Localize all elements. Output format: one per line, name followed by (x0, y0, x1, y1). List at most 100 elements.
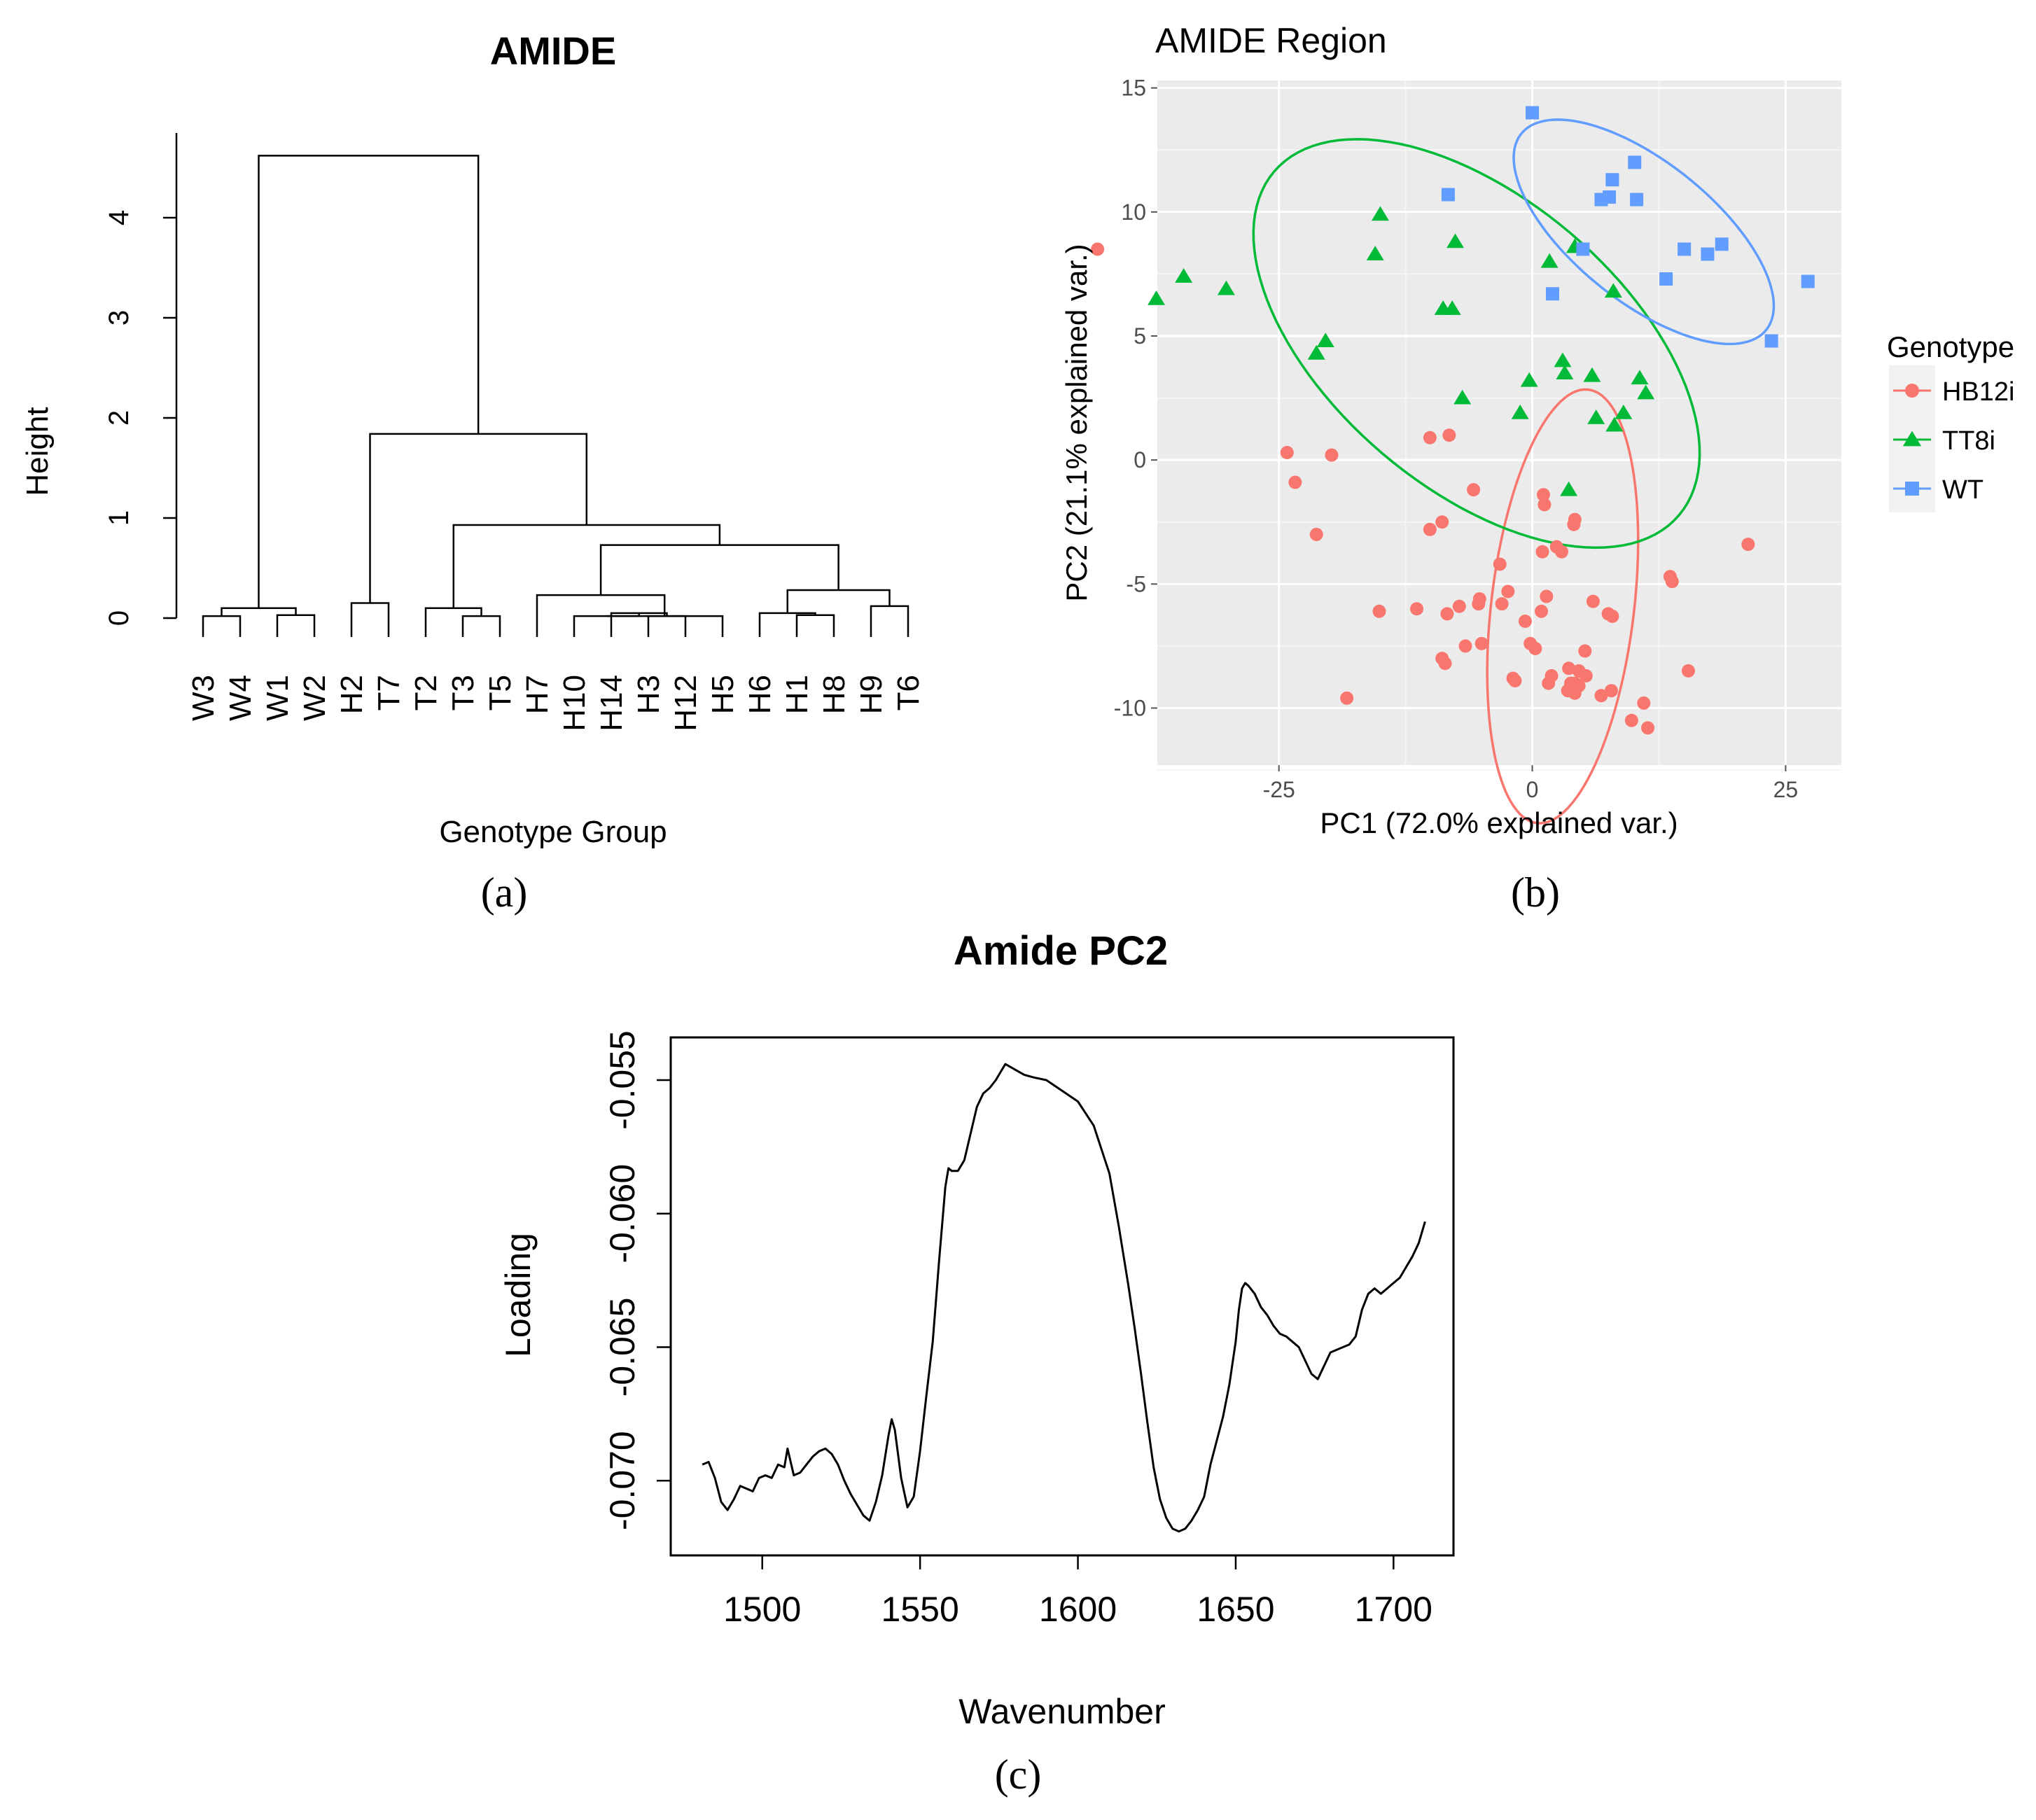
dendrogram-link (258, 155, 480, 608)
scatter-point-hb12i (1309, 527, 1323, 541)
legend-label-hb12i: HB12i (1942, 377, 2015, 407)
scatter-point-tt8i (1637, 384, 1655, 400)
scatter-point-tt8i (1443, 300, 1461, 315)
scatter-x-tick-label: -25 (1263, 777, 1295, 802)
scatter-point-tt8i (1631, 370, 1649, 385)
scatter-point-wt (1630, 192, 1644, 206)
dendrogram-link (606, 615, 724, 637)
scatter-points (1091, 106, 1815, 735)
scatter-point-hb12i (1435, 515, 1449, 529)
scatter-point-hb12i (1493, 557, 1507, 571)
confidence-ellipse-tt8i (1252, 138, 1701, 550)
scatter-point-hb12i (1506, 671, 1520, 685)
scatter-point-hb12i (1410, 602, 1424, 616)
scatter-point-hb12i (1641, 721, 1655, 735)
scatter-point-wt (1545, 287, 1559, 301)
pca-scatter-panel: AMIDE Region -25 0 25 -10 -5 0 5 10 15 PC1 (72.0… (1060, 21, 2015, 916)
scatter-point-hb12i (1637, 696, 1651, 710)
scatter-point-tt8i (1148, 290, 1166, 305)
dendrogram-y-tick-label: 1 (104, 510, 134, 526)
line-x-tick-label: 1550 (881, 1590, 959, 1629)
scatter-point-tt8i (1587, 410, 1605, 424)
legend-marker-tt8i (1902, 430, 1922, 447)
scatter-point-hb12i (1458, 639, 1472, 653)
scatter-point-hb12i (1472, 597, 1486, 611)
scatter-point-hb12i (1452, 599, 1466, 613)
scatter-point-wt (1628, 155, 1642, 169)
scatter-point-hb12i (1528, 641, 1542, 655)
scatter-x-label: PC1 (72.0% explained var.) (1320, 806, 1678, 839)
scatter-point-hb12i (1540, 589, 1554, 603)
scatter-axes: -25 0 25 -10 -5 0 5 10 15 (1114, 76, 1798, 802)
scatter-point-hb12i (1288, 475, 1302, 489)
scatter-ellipses (1252, 118, 1776, 825)
loading-line-panel: Amide PC2 1500 1550 1600 1650 1700 -0.070 -0.0… (498, 928, 1455, 1798)
scatter-y-tick-label: -5 (1127, 571, 1146, 596)
scatter-point-hb12i (1535, 545, 1549, 559)
dendrogram-y-tick-label: 4 (104, 210, 134, 225)
line-x-tick-label: 1500 (723, 1590, 801, 1629)
scatter-point-tt8i (1520, 372, 1538, 387)
dendrogram-leaf-label: H9 (854, 675, 888, 714)
dendrogram-leaf-label: H7 (520, 675, 555, 714)
dendrogram-leaf-label: H8 (817, 675, 851, 714)
scatter-y-tick-label: 15 (1121, 76, 1146, 101)
scatter-point-hb12i (1545, 668, 1559, 682)
scatter-point-hb12i (1562, 662, 1576, 676)
scatter-point-wt (1678, 242, 1692, 256)
scatter-point-hb12i (1536, 488, 1550, 502)
scatter-point-tt8i (1453, 389, 1472, 405)
dendrogram-leaf-label: T2 (409, 675, 443, 710)
legend-marker-hb12i (1905, 384, 1919, 398)
loading-line (702, 1063, 1426, 1533)
dendrogram-leaf-label: T5 (483, 675, 517, 710)
scatter-x-tick-label: 25 (1773, 777, 1799, 802)
scatter-point-hb12i (1438, 657, 1452, 671)
line-axes: 1500 1550 1600 1650 1700 -0.070 -0.065 -0.060 -0… (603, 1030, 1432, 1629)
dendrogram-leaf-labels: W3 W4 W1 W2 H2 T7 T2 T3 T5 H7 H10 H14 H3 H12 H5 H6 H1 H8 H… (186, 675, 926, 732)
dendrogram-leaf-label: T3 (446, 675, 480, 710)
legend-label-tt8i: TT8i (1942, 426, 1995, 456)
scatter-point-wt (1659, 272, 1673, 286)
line-x-tick-label: 1700 (1355, 1590, 1432, 1629)
scatter-point-tt8i (1615, 404, 1633, 419)
panel-label-b: (b) (1511, 869, 1560, 916)
scatter-x-tick-label: 0 (1526, 777, 1539, 802)
scatter-point-tt8i (1217, 280, 1235, 295)
dendrogram-leaf-label: W3 (186, 675, 221, 721)
scatter-point-hb12i (1372, 604, 1386, 618)
dendrogram-leaf-label: H10 (557, 675, 592, 732)
line-y-tick-label: -0.070 (603, 1431, 642, 1530)
dendrogram-leaf-label: W2 (298, 675, 332, 721)
scatter-point-hb12i (1495, 597, 1509, 611)
scatter-point-hb12i (1325, 448, 1339, 462)
scatter-y-tick-label: 0 (1134, 447, 1146, 472)
scatter-point-hb12i (1555, 545, 1569, 559)
scatter-point-wt (1594, 192, 1608, 206)
scatter-point-tt8i (1511, 404, 1529, 419)
dendrogram-leaf-label: W4 (223, 675, 258, 721)
scatter-point-hb12i (1586, 594, 1600, 608)
scatter-point-tt8i (1446, 233, 1465, 248)
scatter-point-tt8i (1371, 206, 1389, 221)
scatter-point-hb12i (1624, 713, 1638, 727)
scatter-point-tt8i (1560, 481, 1578, 496)
scatter-point-hb12i (1340, 691, 1354, 705)
scatter-point-hb12i (1091, 242, 1105, 256)
line-y-label: Loading (498, 1233, 538, 1357)
scatter-point-wt (1526, 106, 1540, 120)
dendrogram-y-tick-label: 3 (104, 310, 134, 326)
dendrogram-title: AMIDE (490, 29, 616, 73)
scatter-point-hb12i (1665, 575, 1679, 589)
scatter-y-tick-label: -10 (1114, 696, 1146, 721)
scatter-point-hb12i (1474, 636, 1488, 650)
dendrogram-leaf-label: H1 (780, 675, 814, 714)
dendrogram-tree (202, 155, 909, 637)
scatter-point-wt (1764, 334, 1778, 348)
scatter-point-hb12i (1579, 668, 1593, 682)
scatter-point-hb12i (1578, 644, 1592, 658)
line-chart-title: Amide PC2 (954, 928, 1168, 974)
scatter-point-hb12i (1467, 483, 1481, 497)
scatter-point-hb12i (1280, 446, 1294, 460)
